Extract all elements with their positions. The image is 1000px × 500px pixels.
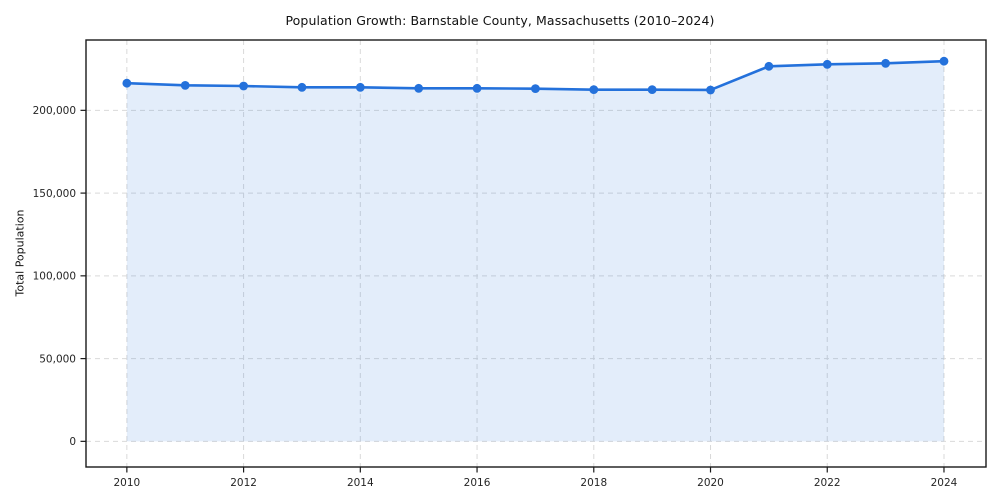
data-point <box>706 85 715 95</box>
x-tick-label: 2018 <box>580 477 607 489</box>
x-tick-label: 2010 <box>113 477 140 489</box>
x-tick-label: 2014 <box>347 477 374 489</box>
data-point <box>472 83 482 93</box>
data-point <box>239 81 248 91</box>
y-tick-label: 50,000 <box>39 353 76 365</box>
data-point <box>180 80 190 90</box>
x-tick-label: 2012 <box>230 477 257 489</box>
data-point <box>589 85 599 95</box>
x-tick-label: 2016 <box>464 477 491 489</box>
data-point <box>414 83 424 93</box>
data-point <box>647 85 657 95</box>
chart-title: Population Growth: Barnstable County, Ma… <box>285 13 715 28</box>
data-point <box>881 58 891 68</box>
y-tick-label: 200,000 <box>33 105 76 117</box>
x-tick-label: 2024 <box>931 477 958 489</box>
x-tick-label: 2022 <box>814 477 841 489</box>
data-point <box>939 56 949 66</box>
y-tick-label: 0 <box>69 436 76 448</box>
data-point <box>122 78 132 88</box>
y-tick-label: 100,000 <box>33 271 76 283</box>
x-tick-label: 2020 <box>697 477 724 489</box>
area-fill <box>126 61 944 442</box>
data-point <box>297 82 307 92</box>
plot-border <box>85 39 987 468</box>
data-point <box>822 59 832 69</box>
data-point <box>531 84 540 94</box>
data-point <box>355 82 365 92</box>
data-point <box>764 61 774 71</box>
y-tick-label: 150,000 <box>33 188 76 200</box>
